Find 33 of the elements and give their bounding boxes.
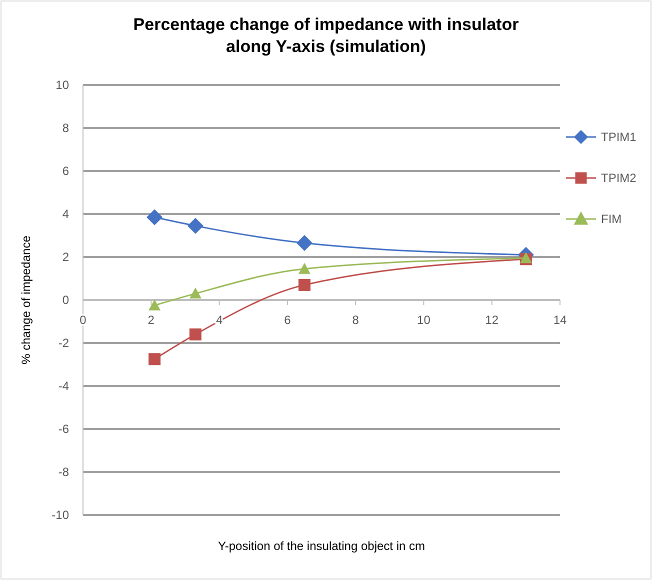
y-tick-label: -10: [52, 508, 70, 522]
y-tick-label: 8: [62, 121, 70, 135]
point: [148, 299, 161, 310]
y-axis-title: % change of impedance: [19, 235, 33, 364]
x-tick-label: 12: [485, 313, 499, 327]
y-tick-label: -6: [58, 422, 70, 436]
point: [187, 218, 204, 234]
legend-label: FIM: [601, 212, 622, 226]
x-axis-title: Y-position of the insulating object in cm: [218, 539, 426, 553]
y-tick-label: 4: [62, 207, 70, 221]
point: [148, 353, 161, 366]
y-tick-label: 2: [62, 250, 70, 264]
y-tick-label: 10: [56, 78, 70, 92]
point: [296, 235, 312, 252]
point: [189, 288, 202, 299]
x-tick-label: 10: [417, 313, 431, 327]
legend-label: TPIM2: [601, 171, 637, 185]
point: [189, 328, 202, 340]
point: [146, 209, 163, 226]
x-tick-label: 8: [352, 313, 360, 327]
point: [298, 262, 310, 274]
y-tick-label: -4: [58, 379, 70, 393]
x-tick-label: 6: [284, 313, 292, 327]
x-tick-label: 2: [148, 313, 155, 327]
y-tick-label: -2: [58, 336, 70, 350]
x-tick-label: 0: [80, 313, 87, 327]
chart-title: Percentage change of impedance with insulator along Y-axis (simulation): [133, 15, 520, 56]
x-tick-label: 14: [553, 313, 567, 327]
point: [298, 278, 310, 291]
y-tick-label: 6: [62, 164, 70, 178]
y-tick-label: 0: [62, 293, 70, 307]
legend-label: TPIM1: [601, 130, 637, 144]
y-tick-label: -8: [58, 465, 70, 479]
